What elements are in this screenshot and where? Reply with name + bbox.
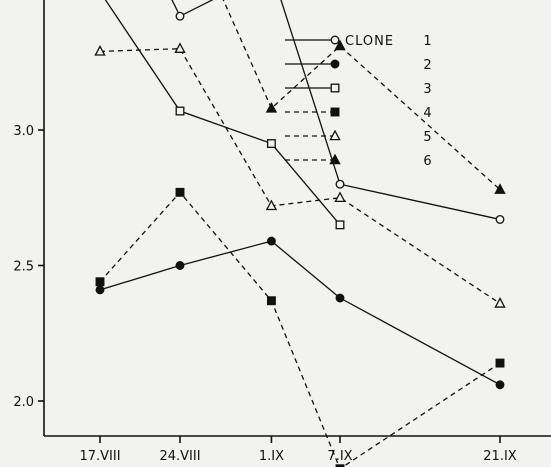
series-6-point [494,183,506,194]
series-4-line [99,191,501,467]
legend-item-3: 3 [285,82,432,97]
series-2 [95,236,505,390]
series-1-point [495,214,505,224]
legend-item-6: 6 [285,153,432,169]
legend-title: CLONE [345,34,394,49]
series-4-point [175,187,185,197]
legend-label: 5 [423,130,432,145]
legend-label: 2 [423,58,432,73]
series-4-point [335,464,345,467]
series-2-line [99,240,501,386]
legend-marker [330,59,340,69]
legend-label: 1 [423,34,432,49]
series-4 [95,187,505,467]
legend-item-5: 5 [285,129,432,145]
legend-marker [329,129,341,141]
y-tick-label: 3.5 [13,0,34,4]
series-6-point [334,39,346,51]
legend-label: 4 [423,106,432,121]
legend: CLONE 1 2 3 4 5 6 [285,34,432,169]
series-3-line [104,0,341,226]
series-1-line [171,0,501,221]
y-ticks: 2.02.53.03.54.04.5 [13,0,44,410]
series-3-point [175,106,185,116]
y-tick-label: 2.0 [13,395,34,410]
series-2-point [266,236,276,246]
y-tick-label: 2.5 [13,260,34,275]
series-5-point [265,199,278,211]
x-tick-label: 24.VIII [159,449,200,464]
series-3-point [335,220,345,230]
series-4-point [95,277,105,287]
series-3 [104,0,345,230]
legend-marker [330,35,340,45]
series-1-point [175,11,185,21]
legend-marker [329,153,341,165]
x-tick-label: 7.IX [327,449,352,464]
series-6-line [222,0,501,191]
legend-marker [330,107,340,117]
legend-item-4: 4 [285,106,432,121]
axes [43,0,551,437]
x-tick-label: 21.IX [483,449,517,464]
series-2-point [95,285,105,295]
series-layer [94,0,506,467]
y-tick-label: 3.0 [13,124,34,139]
series-5-point [174,42,186,53]
series-2-point [495,380,505,390]
series-1-point [335,179,345,189]
legend-label: 3 [423,82,432,97]
x-tick-label: 17.VIII [79,449,120,464]
series-5-point [334,191,346,203]
series-1 [171,0,505,224]
series-6 [222,0,506,194]
series-5-point [94,45,106,56]
x-ticks: 17.VIII 24.VIII 1.IX 7.IX 21.IX [79,436,517,464]
legend-item-1: CLONE 1 [285,34,432,49]
series-4-point [266,296,276,306]
legend-item-2: 2 [285,58,432,73]
legend-label: 6 [423,154,432,169]
legend-marker [330,83,340,93]
series-2-point [335,293,345,303]
series-5 [94,42,506,308]
series-5-point [494,297,506,308]
series-4-point [495,358,505,368]
x-tick-label: 1.IX [259,449,284,464]
series-3-point [266,139,276,148]
series-2-point [175,261,185,270]
series-6-point [265,101,278,113]
